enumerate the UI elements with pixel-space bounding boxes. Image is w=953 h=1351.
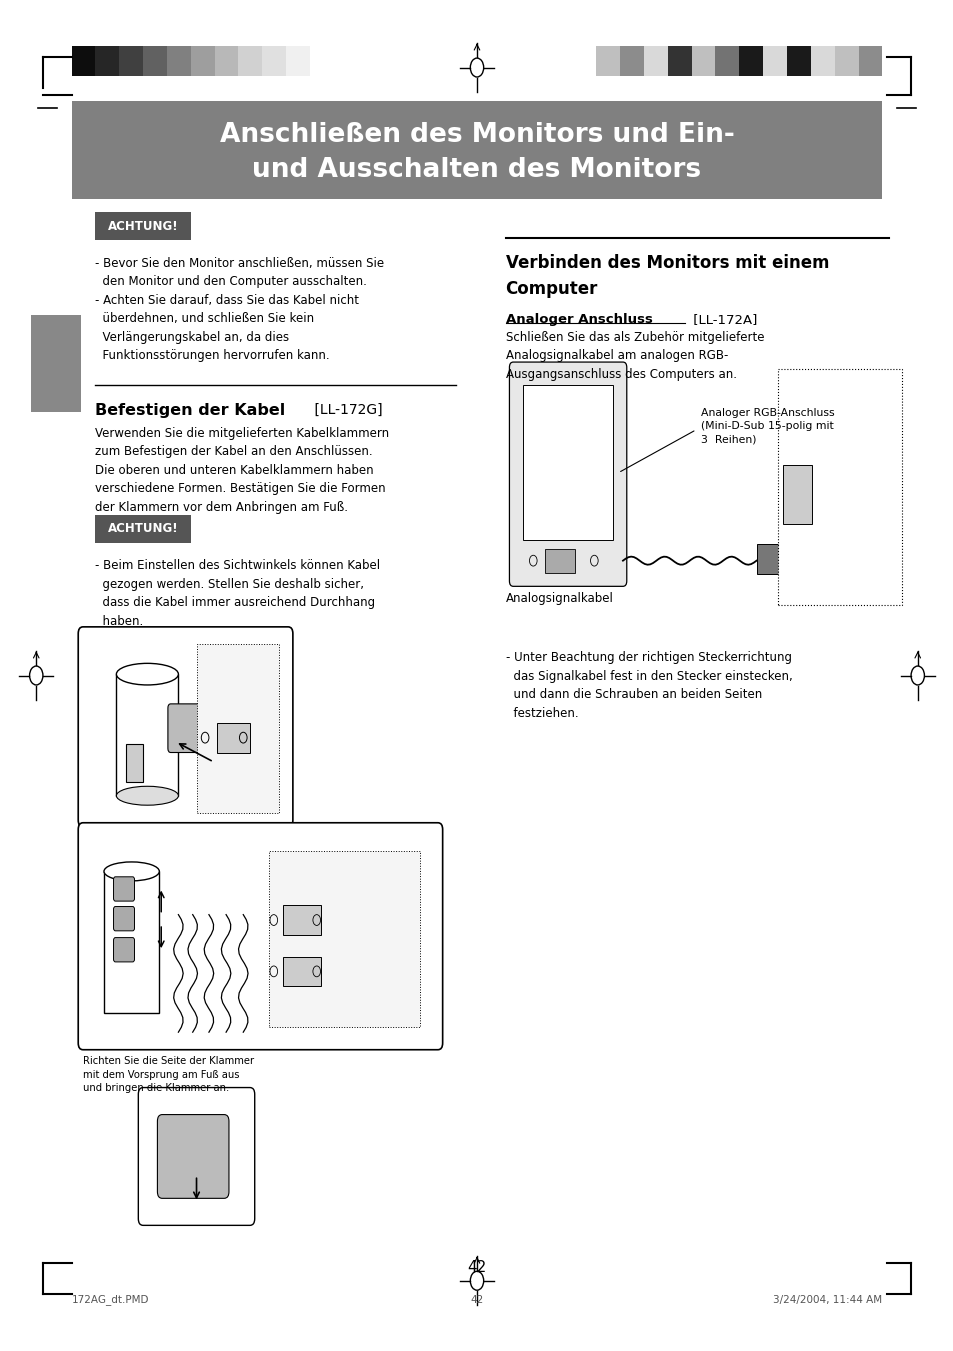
Text: und Ausschalten des Monitors: und Ausschalten des Monitors xyxy=(253,157,700,184)
Text: [LL-172G]: [LL-172G] xyxy=(310,403,382,416)
Text: Computer: Computer xyxy=(505,280,598,297)
Bar xyxy=(119,46,143,76)
FancyBboxPatch shape xyxy=(509,362,626,586)
FancyBboxPatch shape xyxy=(113,907,134,931)
Bar xyxy=(782,465,811,524)
Text: Befestigen der Kabel: Befestigen der Kabel xyxy=(95,403,285,417)
Text: ACHTUNG!: ACHTUNG! xyxy=(108,220,178,232)
Text: 42: 42 xyxy=(467,1259,486,1275)
Text: [LL-172A]: [LL-172A] xyxy=(688,313,757,327)
Bar xyxy=(778,369,902,605)
Bar xyxy=(522,385,613,540)
Bar xyxy=(619,46,643,76)
Bar xyxy=(71,46,95,76)
Bar xyxy=(283,957,321,986)
Bar xyxy=(643,46,667,76)
Bar xyxy=(167,46,191,76)
Bar xyxy=(756,544,782,574)
Ellipse shape xyxy=(104,862,159,881)
Bar xyxy=(95,515,191,543)
Bar xyxy=(95,46,119,76)
Bar xyxy=(739,46,762,76)
Bar xyxy=(691,46,715,76)
FancyBboxPatch shape xyxy=(78,627,293,827)
Bar xyxy=(262,46,286,76)
Bar xyxy=(191,46,214,76)
Text: Verbinden des Monitors mit einem: Verbinden des Monitors mit einem xyxy=(505,254,828,272)
Bar xyxy=(71,101,882,199)
Ellipse shape xyxy=(116,663,178,685)
Text: ACHTUNG!: ACHTUNG! xyxy=(108,523,178,535)
FancyBboxPatch shape xyxy=(78,823,442,1050)
Bar xyxy=(858,46,882,76)
Bar xyxy=(715,46,739,76)
FancyBboxPatch shape xyxy=(157,1115,229,1198)
Bar xyxy=(95,212,191,240)
Bar xyxy=(216,723,250,753)
FancyBboxPatch shape xyxy=(113,877,134,901)
Bar xyxy=(834,46,858,76)
Bar xyxy=(214,46,238,76)
Bar xyxy=(810,46,834,76)
Text: Richten Sie die Seite der Klammer
mit dem Vorsprung am Fuß aus
und bringen die K: Richten Sie die Seite der Klammer mit de… xyxy=(83,1056,253,1093)
Bar xyxy=(126,744,143,782)
Bar xyxy=(238,46,262,76)
Bar xyxy=(143,46,167,76)
Bar xyxy=(116,674,178,796)
FancyBboxPatch shape xyxy=(138,1088,254,1225)
Bar xyxy=(762,46,786,76)
Text: - Unter Beachtung der richtigen Steckerrichtung
  das Signalkabel fest in den St: - Unter Beachtung der richtigen Steckerr… xyxy=(505,651,792,720)
FancyBboxPatch shape xyxy=(113,938,134,962)
Bar xyxy=(104,871,159,1013)
Text: 42: 42 xyxy=(470,1294,483,1305)
Text: 172AG_dt.PMD: 172AG_dt.PMD xyxy=(71,1294,149,1305)
FancyBboxPatch shape xyxy=(168,704,200,753)
Bar xyxy=(269,851,419,1027)
Bar xyxy=(786,46,810,76)
Text: Analogsignalkabel: Analogsignalkabel xyxy=(505,592,613,605)
Bar xyxy=(283,905,321,935)
Bar xyxy=(544,549,575,573)
Text: 3/24/2004, 11:44 AM: 3/24/2004, 11:44 AM xyxy=(773,1294,882,1305)
Text: Analoger Anschluss: Analoger Anschluss xyxy=(505,313,652,327)
Bar xyxy=(667,46,691,76)
Text: Verwenden Sie die mitgelieferten Kabelklammern
zum Befestigen der Kabel an den A: Verwenden Sie die mitgelieferten Kabelkl… xyxy=(95,427,389,513)
Text: Anschließen des Monitors und Ein-: Anschließen des Monitors und Ein- xyxy=(219,122,734,149)
Bar xyxy=(596,46,619,76)
Ellipse shape xyxy=(116,786,178,805)
Bar xyxy=(197,644,278,813)
Bar xyxy=(286,46,310,76)
Bar xyxy=(31,315,81,412)
Text: Analoger RGB-Anschluss
(Mini-D-Sub 15-polig mit
3  Reihen): Analoger RGB-Anschluss (Mini-D-Sub 15-po… xyxy=(700,408,834,444)
Text: - Bevor Sie den Monitor anschließen, müssen Sie
  den Monitor und den Computer a: - Bevor Sie den Monitor anschließen, müs… xyxy=(95,257,384,362)
Text: - Beim Einstellen des Sichtwinkels können Kabel
  gezogen werden. Stellen Sie de: - Beim Einstellen des Sichtwinkels könne… xyxy=(95,559,380,628)
Text: Schließen Sie das als Zubehör mitgelieferte
Analogsignalkabel am analogen RGB-
A: Schließen Sie das als Zubehör mitgeliefe… xyxy=(505,331,763,381)
